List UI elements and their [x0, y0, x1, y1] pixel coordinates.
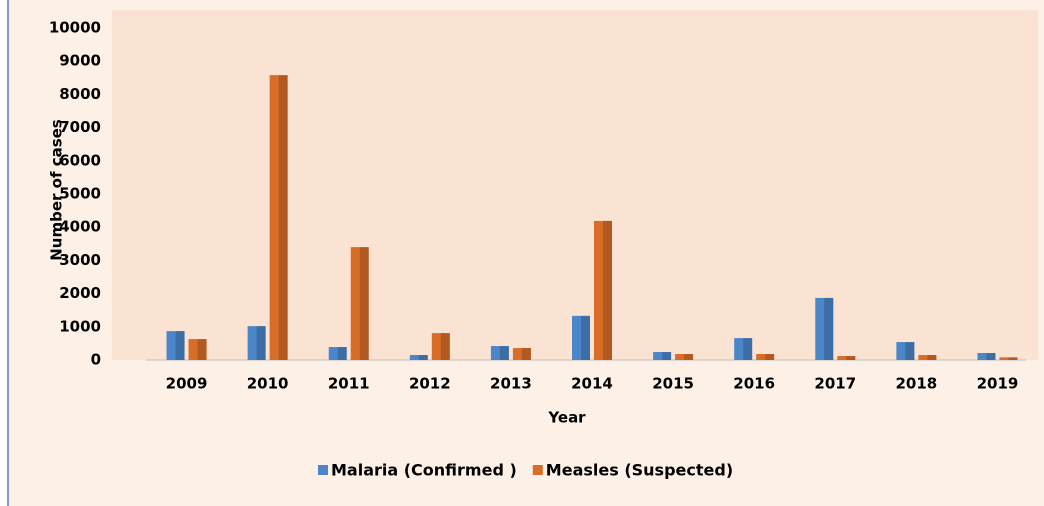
legend-label: Malaria (Confirmed ) — [331, 461, 517, 480]
x-tick-label: 2015 — [652, 375, 694, 393]
bar-shade — [927, 355, 937, 360]
plot-area — [112, 10, 1038, 360]
x-tick-label: 2012 — [409, 375, 451, 393]
bar-shade — [359, 247, 369, 360]
y-tick-label: 8000 — [59, 85, 101, 103]
bar-shade — [256, 326, 266, 360]
x-tick-label: 2009 — [166, 375, 208, 393]
bar — [328, 347, 347, 360]
x-tick-label: 2010 — [247, 375, 289, 393]
y-tick-label: 3000 — [59, 251, 101, 269]
bar — [837, 356, 856, 360]
bar-shade — [278, 75, 288, 361]
y-tick-label: 9000 — [59, 52, 101, 70]
bar-shade — [684, 354, 694, 360]
bar — [431, 333, 450, 360]
bar — [734, 338, 753, 360]
y-tick-label: 5000 — [59, 185, 101, 203]
bar-shade — [337, 347, 347, 360]
y-tick-label: 0 — [91, 351, 101, 369]
bar — [188, 339, 207, 360]
bar-shade — [662, 352, 672, 360]
bar-shade — [905, 342, 915, 360]
bar — [675, 354, 694, 360]
bar-shade — [743, 338, 753, 360]
y-tick-label: 2000 — [59, 284, 101, 302]
bar-shade — [824, 297, 834, 360]
bar-shade — [440, 333, 450, 360]
bar-shade — [765, 354, 775, 360]
y-tick-label: 7000 — [59, 118, 101, 136]
y-axis-title: Number of cases — [48, 119, 66, 261]
x-axis-title: Year — [547, 409, 586, 427]
y-tick-label: 10000 — [49, 19, 101, 37]
bar-shade — [603, 220, 612, 360]
x-tick-label: 2018 — [895, 375, 937, 393]
bar-shade — [499, 346, 509, 360]
legend-swatch — [532, 465, 543, 475]
bar-shade — [581, 315, 590, 360]
legend-label: Measles (Suspected) — [546, 461, 733, 480]
bar — [815, 297, 834, 360]
bar — [653, 352, 672, 360]
bar — [572, 315, 590, 360]
bar — [166, 331, 185, 360]
bar — [918, 355, 937, 360]
bar — [512, 348, 531, 360]
bar — [490, 346, 509, 360]
bar-shade — [846, 356, 856, 360]
y-tick-label: 1000 — [59, 317, 101, 335]
legend-swatch — [318, 465, 328, 475]
y-tick-label: 4000 — [59, 218, 101, 236]
y-tick-label: 6000 — [59, 151, 101, 169]
bar — [977, 353, 996, 360]
x-tick-label: 2014 — [571, 375, 613, 393]
bar — [350, 247, 369, 360]
bar-shade — [197, 339, 207, 360]
bar — [247, 326, 266, 360]
bar — [269, 75, 288, 361]
bar-shade — [175, 331, 185, 360]
bar-shade — [986, 353, 996, 360]
bar — [594, 220, 612, 360]
bar — [896, 342, 915, 360]
bar-shade — [1008, 357, 1018, 360]
x-tick-label: 2017 — [814, 375, 856, 393]
bar-shade — [521, 348, 531, 360]
x-tick-label: 2011 — [328, 375, 370, 393]
bar — [999, 357, 1018, 360]
bar — [756, 354, 775, 360]
x-tick-label: 2013 — [490, 375, 532, 393]
x-tick-label: 2016 — [733, 375, 775, 393]
bar — [409, 355, 428, 360]
x-tick-label: 2019 — [977, 375, 1019, 393]
bar-shade — [418, 355, 428, 360]
